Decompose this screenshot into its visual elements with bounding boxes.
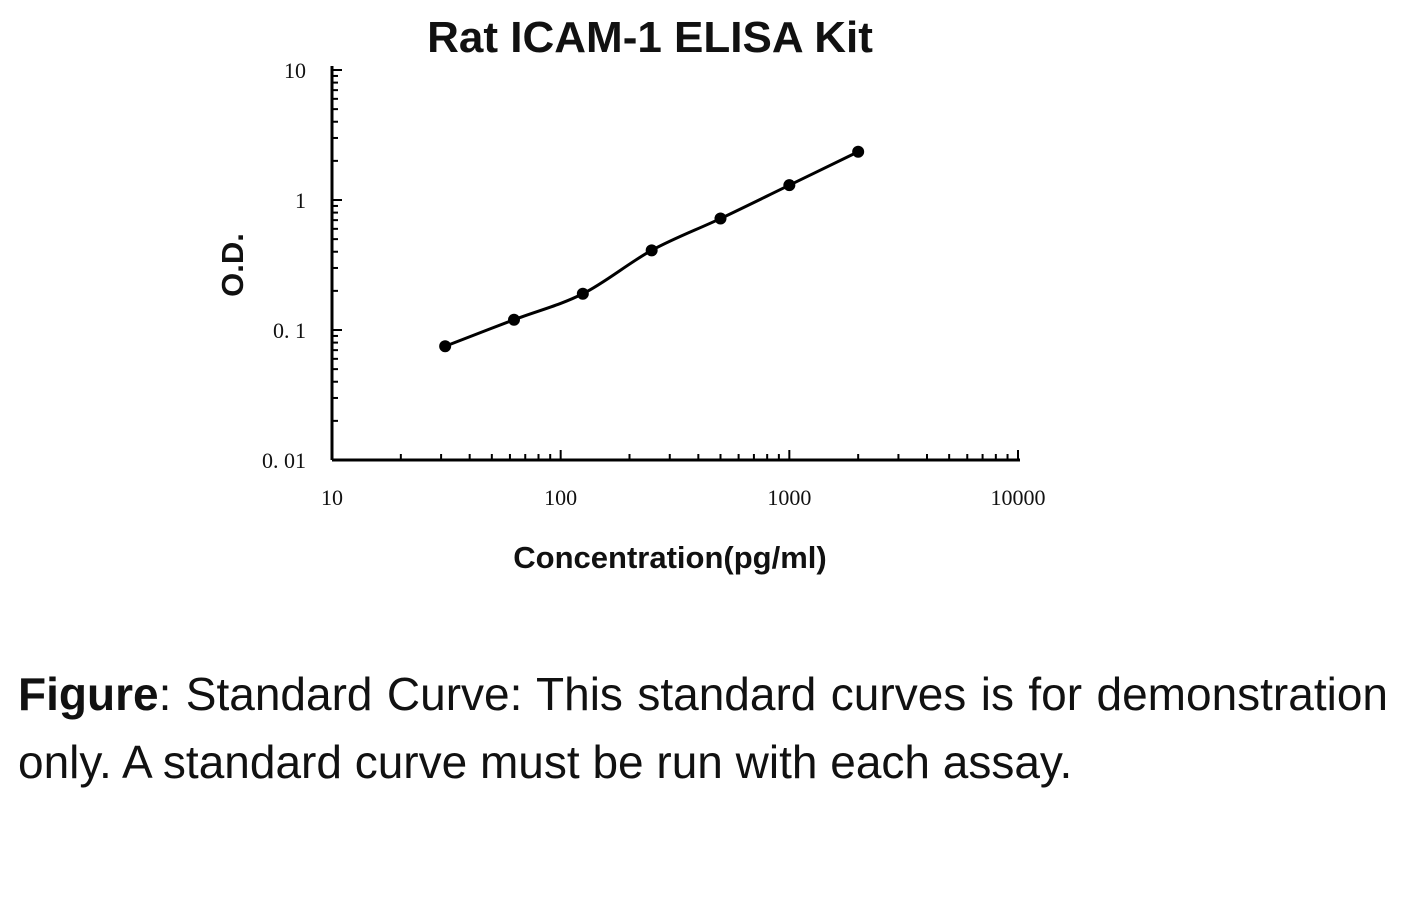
y-tick-label: 10 xyxy=(284,58,306,83)
y-tick-label: 0. 01 xyxy=(262,448,306,473)
data-point xyxy=(645,244,658,257)
axes xyxy=(330,66,1020,462)
chart-title: Rat ICAM-1 ELISA Kit xyxy=(427,13,873,62)
data-point xyxy=(852,145,865,158)
x-tick-label: 100 xyxy=(544,485,577,510)
y-tick-label: 1 xyxy=(295,188,306,213)
x-tick-label: 1000 xyxy=(767,485,811,510)
x-axis-title: Concentration(pg/ml) xyxy=(513,540,826,575)
data-points xyxy=(439,145,865,353)
y-tick-label: 0. 1 xyxy=(273,318,306,343)
tick-marks xyxy=(331,69,1019,461)
data-point xyxy=(439,340,452,353)
data-point xyxy=(576,287,589,300)
x-tick-label: 10000 xyxy=(991,485,1046,510)
standard-curve-chart: Rat ICAM-1 ELISA Kit 10 100 1000 10000 10 1 0.… xyxy=(215,13,1046,575)
data-point xyxy=(714,212,727,225)
data-point xyxy=(783,179,796,192)
data-point xyxy=(507,313,520,326)
x-tick-label: 10 xyxy=(321,485,343,510)
caption-text: : Standard Curve: This standard curves i… xyxy=(18,668,1388,788)
figure-caption: Figure: Standard Curve: This standard cu… xyxy=(18,660,1388,796)
caption-lead: Figure xyxy=(18,668,159,720)
tick-labels: 10 100 1000 10000 10 1 0. 1 0. 01 xyxy=(262,58,1046,510)
y-axis-title: O.D. xyxy=(215,233,250,297)
